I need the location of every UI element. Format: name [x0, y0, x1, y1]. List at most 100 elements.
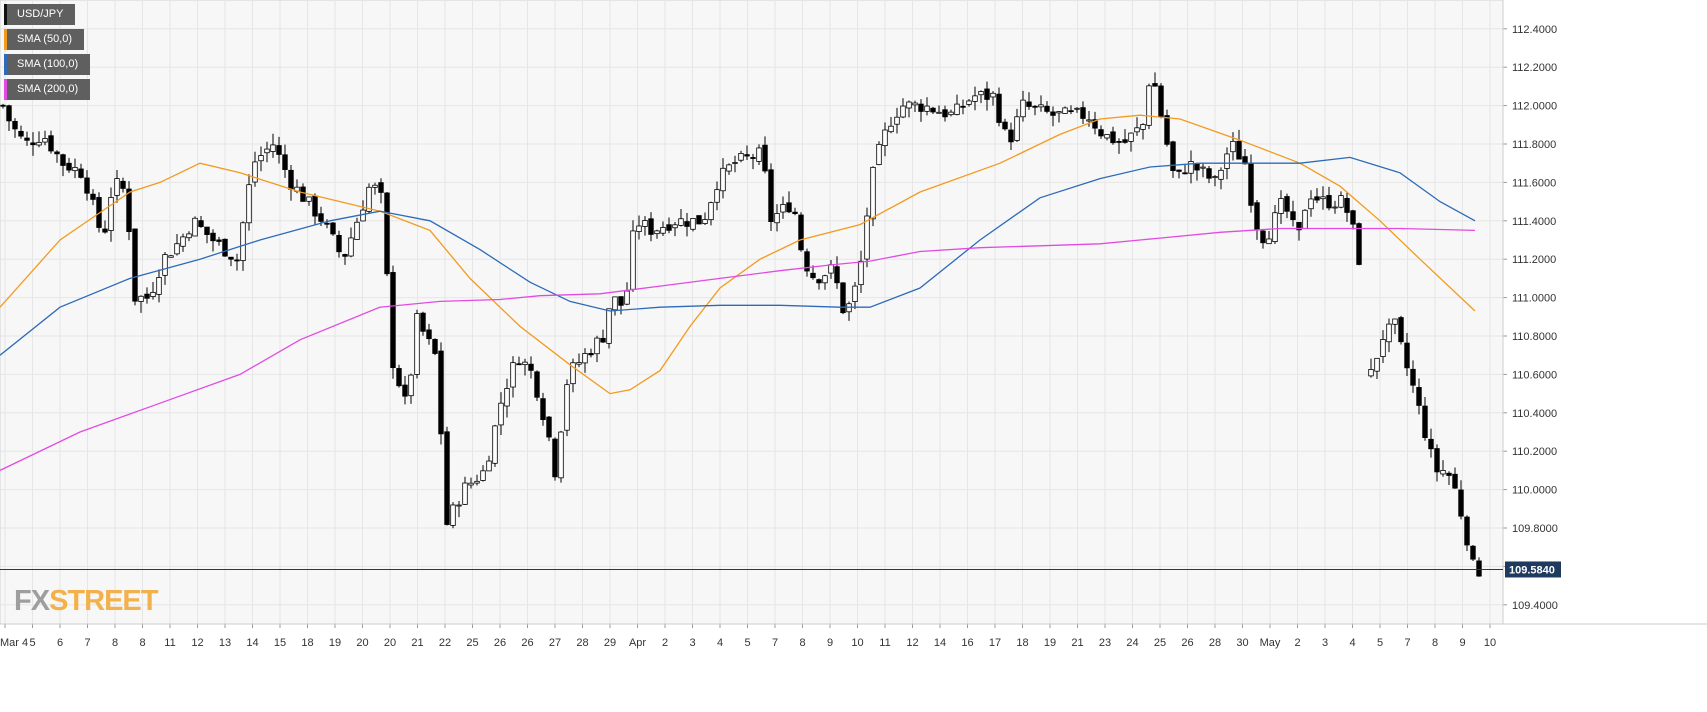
y-tick-label: 110.4000	[1512, 408, 1557, 420]
y-tick-label: 111.0000	[1512, 293, 1556, 305]
candle-body	[954, 103, 960, 115]
candle-body	[672, 224, 678, 229]
x-tick-label: 16	[961, 637, 973, 649]
candle-body	[1014, 116, 1020, 141]
candle-body	[492, 425, 498, 464]
candle-body	[834, 266, 840, 284]
sma-line-50	[0, 114, 1476, 395]
x-tick-label: 20	[384, 637, 396, 649]
candle-body	[996, 93, 1002, 123]
candle-body	[930, 107, 936, 113]
candle-body	[108, 197, 114, 231]
candle-body	[1260, 230, 1266, 244]
candle-body	[1320, 196, 1326, 200]
candle-body	[36, 141, 42, 146]
x-tick-label: 6	[57, 637, 63, 649]
y-tick-label: 111.2000	[1512, 254, 1556, 266]
candle-body	[420, 312, 426, 332]
candle-body	[348, 237, 354, 257]
legend-item-sma100[interactable]: SMA (100,0)	[4, 54, 91, 75]
legend-swatch-sma50	[4, 29, 7, 50]
candle-body	[1302, 209, 1308, 229]
legend-swatch-usdjpy	[4, 4, 7, 25]
candle-body	[222, 238, 228, 257]
x-tick-label: 22	[439, 637, 451, 649]
y-tick-label: 111.4000	[1512, 216, 1556, 228]
candle-body	[942, 109, 948, 118]
candle-body	[1218, 169, 1224, 180]
y-tick-label: 110.6000	[1512, 369, 1557, 381]
candle-body	[1284, 196, 1290, 212]
candle-body	[114, 178, 120, 196]
candle-body	[402, 384, 408, 397]
candle-body	[870, 166, 876, 220]
candle-body	[1434, 448, 1440, 473]
candle-body	[936, 111, 942, 114]
candle-body	[54, 151, 60, 155]
candle-body	[984, 88, 990, 100]
x-tick-label: 28	[576, 637, 588, 649]
candle-body	[282, 154, 288, 170]
x-tick-label: 9	[827, 637, 833, 649]
candle-body	[0, 104, 6, 107]
x-tick-label: 30	[1236, 637, 1248, 649]
candle-body	[168, 255, 174, 258]
candle-body	[336, 234, 342, 253]
y-tick-label: 109.8000	[1512, 523, 1558, 535]
candle-body	[1464, 516, 1470, 546]
candle-body	[720, 167, 726, 192]
legend-item-sma200[interactable]: SMA (200,0)	[4, 79, 91, 100]
legend-item-usdjpy[interactable]: USD/JPY	[4, 4, 76, 25]
candle-body	[576, 362, 582, 365]
candle-body	[1122, 139, 1128, 143]
candle-body	[42, 138, 48, 143]
x-tick-label: 8	[112, 637, 118, 649]
candle-body	[1326, 195, 1332, 209]
x-tick-label: 27	[549, 637, 561, 649]
candle-body	[480, 470, 486, 481]
x-tick-label: 2	[1294, 637, 1300, 649]
candle-body	[24, 137, 30, 141]
candle-body	[18, 130, 24, 137]
candle-body	[912, 102, 918, 106]
candle-body	[438, 350, 444, 435]
candle-body	[708, 202, 714, 221]
x-tick-label: 25	[466, 637, 478, 649]
candle-body	[360, 209, 366, 222]
candle-body	[60, 154, 66, 166]
candle-body	[1248, 162, 1254, 206]
candle-body	[1170, 141, 1176, 171]
candle-body	[498, 402, 504, 426]
x-tick-label: 28	[1209, 637, 1221, 649]
sma-line-200	[0, 227, 1476, 471]
candle-body	[258, 155, 264, 162]
legend-item-sma50[interactable]: SMA (50,0)	[4, 29, 85, 50]
candle-body	[858, 260, 864, 286]
candle-body	[798, 214, 804, 251]
candle-body	[1056, 111, 1062, 114]
x-tick-label: 17	[989, 637, 1001, 649]
x-tick-label: 21	[411, 637, 423, 649]
candle-body	[690, 218, 696, 230]
legend-label: SMA (50,0)	[17, 33, 73, 45]
candle-body	[354, 221, 360, 240]
x-tick-label: 5	[29, 637, 35, 649]
candle-body	[1380, 339, 1386, 357]
x-tick-label: 14	[934, 637, 946, 649]
x-tick-label: 26	[521, 637, 533, 649]
candle-body	[1398, 317, 1404, 343]
candle-body	[1230, 140, 1236, 153]
candle-body	[1332, 206, 1338, 209]
candle-body	[456, 504, 462, 507]
candle-body	[1164, 115, 1170, 145]
y-tick-label: 110.2000	[1512, 446, 1557, 458]
candle-body	[1308, 198, 1314, 210]
candle-body	[546, 416, 552, 438]
candle-body	[504, 388, 510, 407]
x-tick-label: 20	[356, 637, 368, 649]
candle-body	[732, 162, 738, 164]
x-tick-label: 29	[604, 637, 616, 649]
candle-body	[1020, 99, 1026, 118]
candle-body	[276, 145, 282, 155]
x-tick-label: 26	[1181, 637, 1193, 649]
